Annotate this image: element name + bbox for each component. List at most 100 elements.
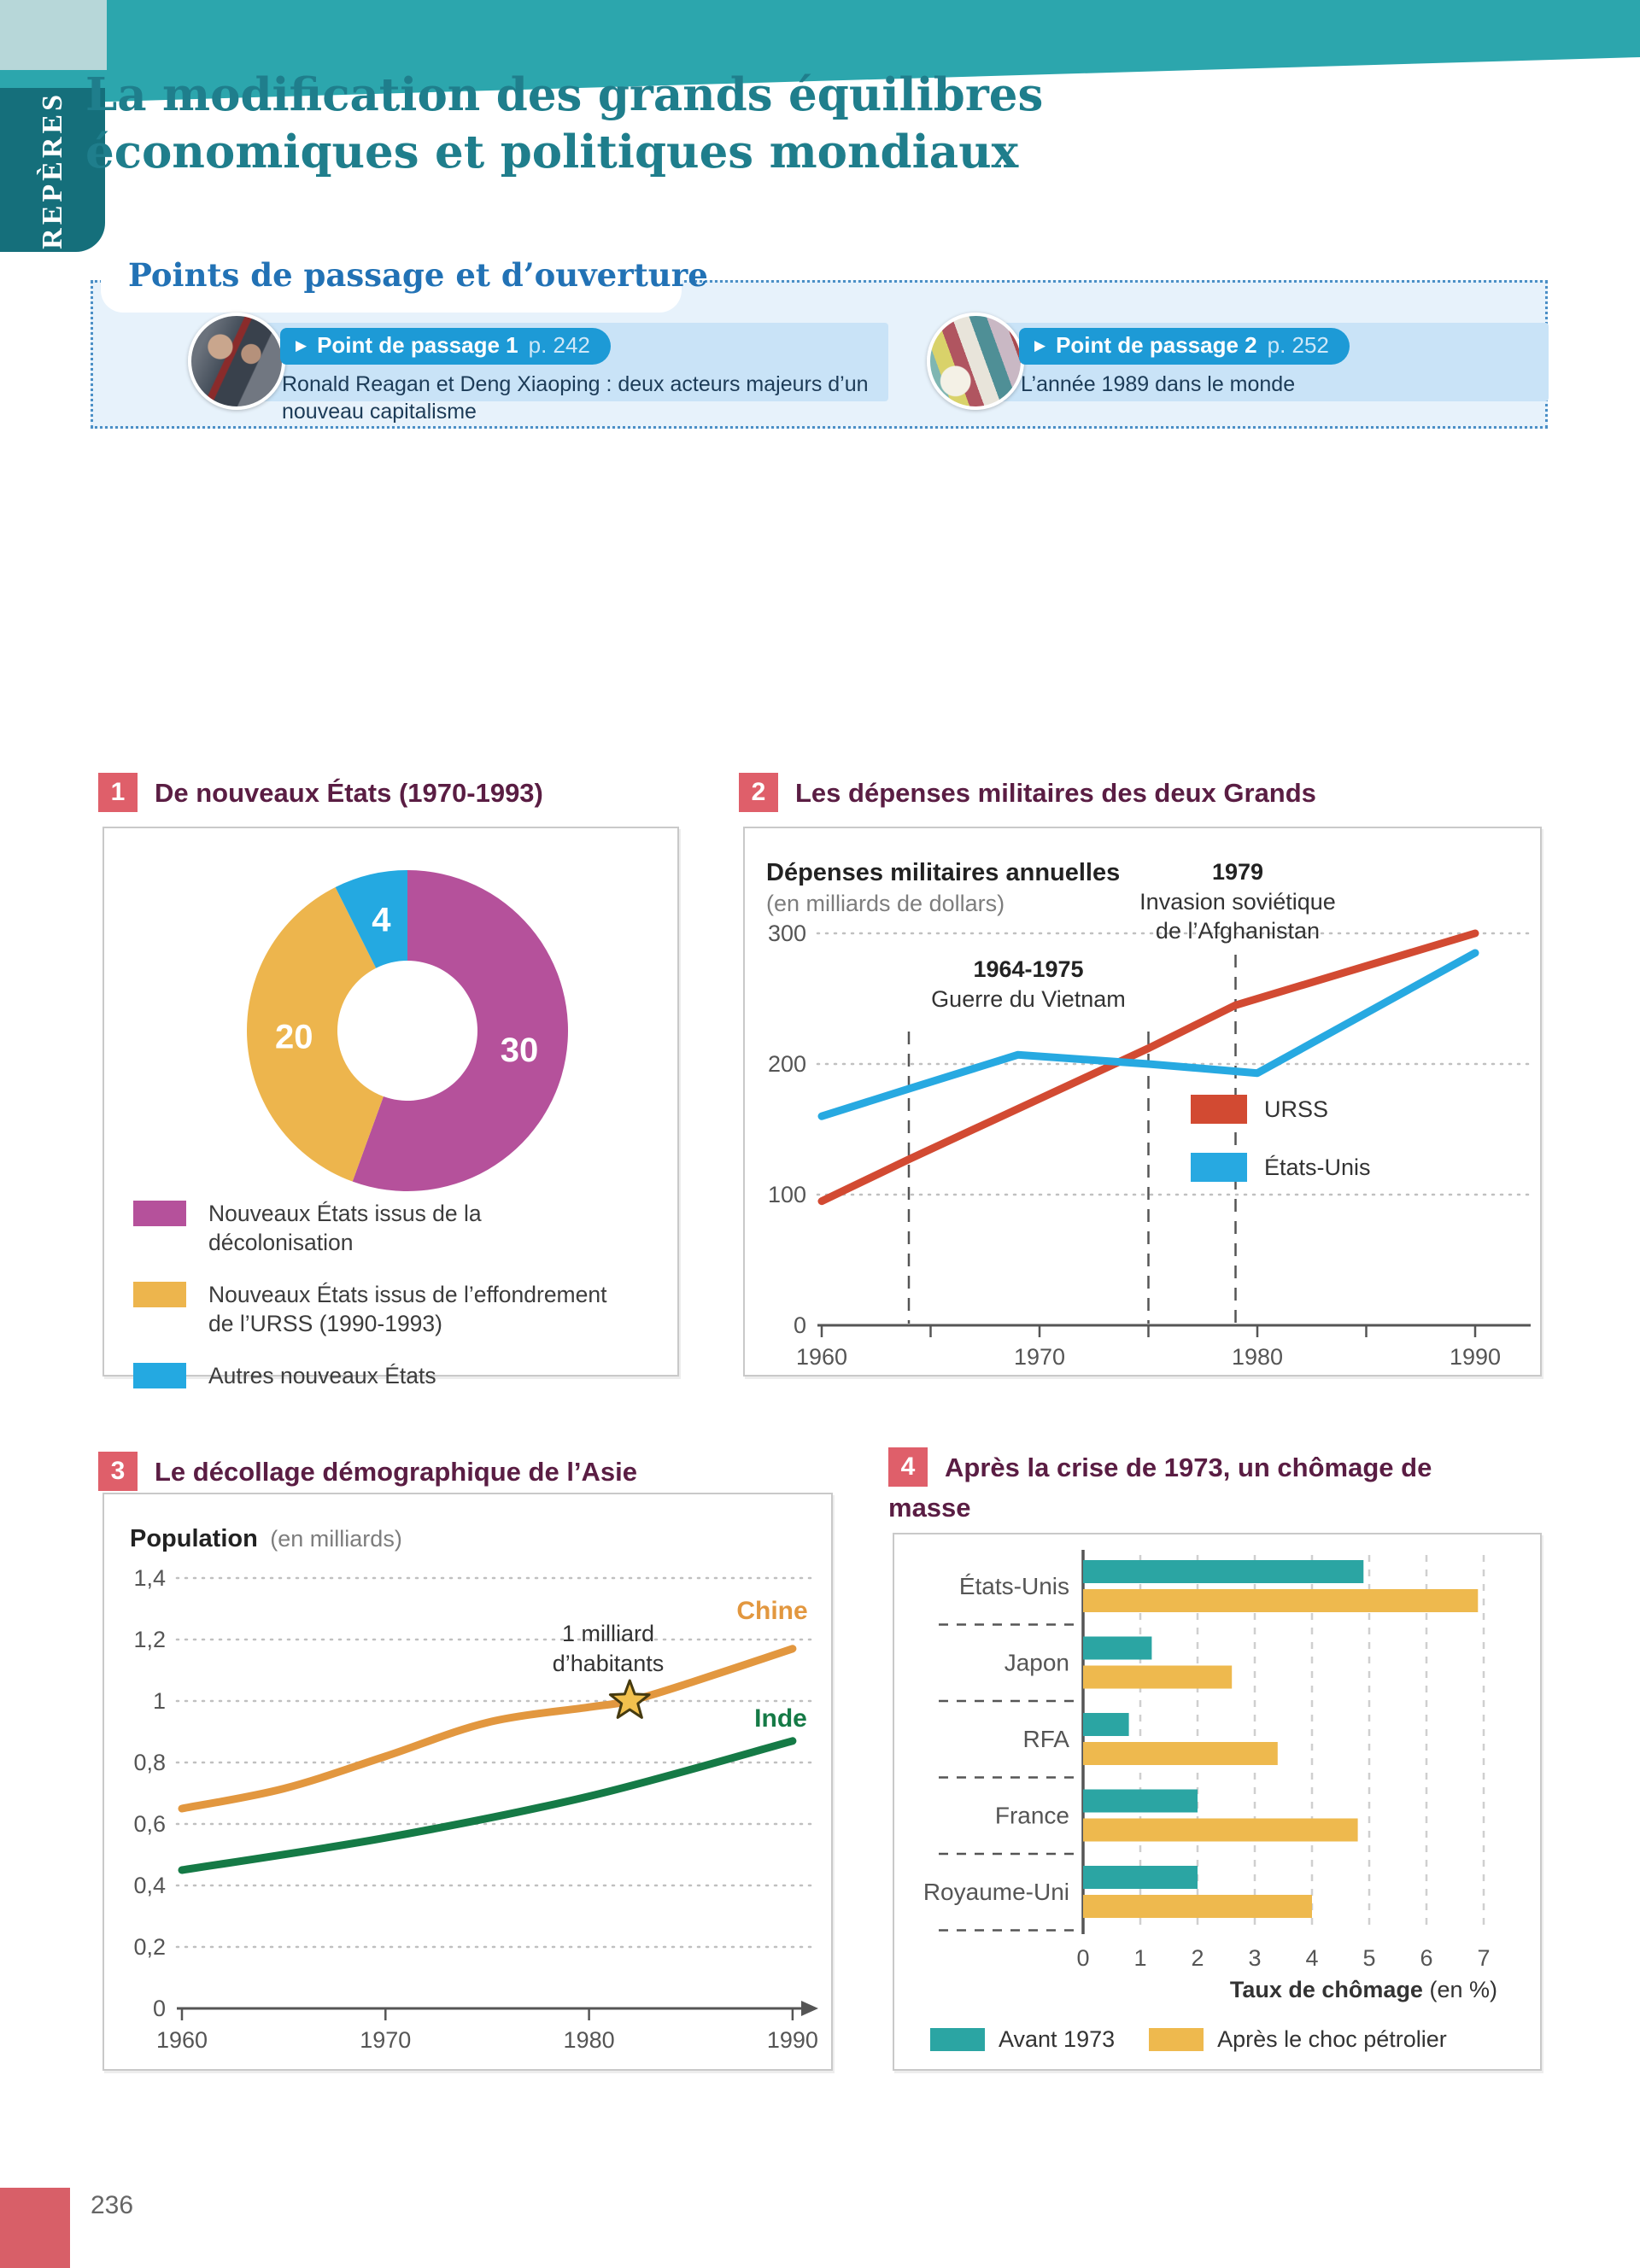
svg-text:1,2: 1,2 [133, 1627, 166, 1652]
card-photo-reagan-deng [188, 313, 285, 410]
population-line-chart: 0 0,2 0,4 0,6 0,8 1 1,2 1,4 1960 1970 1980 1990 [133, 1565, 819, 2053]
svg-text:2: 2 [1191, 1945, 1204, 1971]
bar-apres-RFA [1083, 1742, 1278, 1765]
page-title: La modification des grands équilibres éc… [85, 67, 1043, 182]
bar-avant-Japon [1083, 1636, 1152, 1660]
svg-text:0,6: 0,6 [133, 1811, 166, 1837]
svg-text:1960: 1960 [156, 2027, 208, 2053]
svg-text:1970: 1970 [360, 2027, 411, 2053]
panel-4-title: Après la crise de 1973, un chômage de ma… [888, 1453, 1432, 1523]
bar-apres-Japon [1083, 1665, 1233, 1689]
points-title-plate [101, 249, 682, 313]
panel-1-title: De nouveaux États (1970-1993) [155, 778, 543, 808]
axis-arrow [801, 2001, 818, 2016]
svg-text:20: 20 [275, 1019, 313, 1056]
svg-text:3: 3 [1248, 1945, 1261, 1971]
legend-swatch [133, 1201, 186, 1226]
panel-3-header: 3 Le décollage démographique de l’Asie [98, 1452, 816, 1492]
annotation-vietnam-war: 1964-1975 Guerre du Vietnam [931, 956, 1126, 1012]
annotation-afghanistan: 1979 Invasion soviétique de l’Afghanista… [1139, 859, 1336, 944]
legend-swatch [133, 1362, 186, 1388]
apres-choc-swatch [1149, 2028, 1204, 2051]
bar-avant-France [1083, 1789, 1198, 1813]
svg-text:200: 200 [768, 1051, 806, 1077]
legend-item: Nouveaux États issus de la décolonisatio… [133, 1199, 618, 1258]
play-icon: ▶ [296, 337, 308, 354]
svg-text:6: 6 [1420, 1945, 1432, 1971]
panel-2-number: 2 [739, 773, 778, 812]
chart-4-x-axis-label: Taux de chômage (en %) [1229, 1977, 1497, 2002]
points-section-title: Points de passage et d’ouverture [128, 256, 708, 294]
svg-text:1990: 1990 [1450, 1344, 1501, 1370]
panel-1-number: 1 [98, 773, 138, 812]
series-URSS [817, 929, 1479, 1206]
svg-text:Japon: Japon [1004, 1650, 1069, 1676]
donut-legend: Nouveaux États issus de la décolonisatio… [133, 1199, 618, 1390]
donut-chart: 30 20 4 [247, 870, 569, 1191]
pill-label: Point de passage 2 [1056, 332, 1257, 358]
label-inde: Inde [754, 1704, 807, 1733]
svg-text:4: 4 [372, 902, 391, 939]
chart-2-axis-title: Dépenses militaires annuelles (en millia… [766, 859, 1121, 916]
panel-3-title: Le décollage démographique de l’Asie [155, 1457, 638, 1487]
bar-avant-Royaume-Uni [1083, 1866, 1198, 1889]
svg-text:100: 100 [768, 1182, 806, 1207]
bar-apres-États-Unis [1083, 1589, 1479, 1612]
svg-text:1960: 1960 [796, 1344, 847, 1370]
page-number: 236 [91, 2191, 134, 2219]
label-chine: Chine [736, 1597, 808, 1625]
page-title-line1: La modification des grands équilibres [85, 68, 1044, 121]
panel-3-chart-population: 0 0,2 0,4 0,6 0,8 1 1,2 1,4 1960 1970 1980 1990 Pop… [102, 1493, 833, 2071]
svg-text:Royaume-Uni: Royaume-Uni [923, 1879, 1069, 1905]
svg-text:RFA: RFA [1023, 1726, 1070, 1752]
point-passage-2-button[interactable]: ▶ Point de passage 2 p. 252 [1019, 328, 1350, 365]
bar-apres-Royaume-Uni [1083, 1895, 1312, 1918]
sidebar-tab-reperes: REPÈRES [0, 88, 105, 252]
etats-unis-swatch [1191, 1153, 1247, 1182]
pill-label: Point de passage 1 [317, 332, 518, 358]
star-marker [608, 1679, 651, 1719]
point-card-2-description: L’année 1989 dans le monde [1021, 372, 1296, 396]
point-passage-1-button[interactable]: ▶ Point de passage 1 p. 242 [280, 328, 611, 365]
corner-decoration [0, 0, 107, 70]
bar-apres-France [1083, 1818, 1358, 1842]
bar-avant-RFA [1083, 1713, 1129, 1736]
series-États-Unis [817, 949, 1479, 1120]
legend-item: Autres nouveaux États [133, 1361, 618, 1390]
svg-text:1: 1 [1133, 1945, 1146, 1971]
svg-text:0: 0 [1076, 1945, 1089, 1971]
svg-text:1980: 1980 [564, 2027, 615, 2053]
legend-item-etats-unis: États-Unis [1191, 1153, 1371, 1182]
pill-page-ref: p. 252 [1267, 332, 1329, 358]
legend-item: Nouveaux États issus de l’effondrement d… [133, 1280, 618, 1339]
svg-text:0,2: 0,2 [133, 1934, 166, 1960]
donut-slice [335, 870, 407, 968]
avant-1973-swatch [930, 2028, 985, 2051]
svg-text:300: 300 [768, 921, 806, 946]
chart-2-legend: URSS États-Unis [1191, 1095, 1371, 1182]
svg-text:4: 4 [1305, 1945, 1318, 1971]
svg-text:1990: 1990 [767, 2027, 818, 2053]
panel-4-chart-unemployment: États-Unis Japon RFA France Royaume-Uni 0 1 2 3 4… [893, 1533, 1542, 2071]
svg-text:5: 5 [1362, 1945, 1375, 1971]
chart-4-legend: Avant 1973 Après le choc pétrolier [930, 2026, 1447, 2053]
panel-4-header: 4 Après la crise de 1973, un chômage de … [888, 1447, 1503, 1528]
point-card-1-description: Ronald Reagan et Deng Xiaoping : deux ac… [282, 372, 869, 424]
unemployment-bar-chart: États-Unis Japon RFA France Royaume-Uni 0 1 2 3 4… [923, 1550, 1491, 1971]
series-Chine [178, 1645, 797, 1813]
svg-text:1970: 1970 [1014, 1344, 1065, 1370]
svg-text:1: 1 [153, 1688, 166, 1714]
svg-text:1,4: 1,4 [133, 1565, 166, 1591]
panel-3-number: 3 [98, 1452, 138, 1491]
series-Inde [178, 1737, 797, 1874]
donut-slice [352, 870, 569, 1191]
footer-decoration [0, 2188, 70, 2268]
panel-1-header: 1 De nouveaux États (1970-1993) [98, 773, 662, 813]
panel-2-chart-military: 0 100 200 300 1960 1970 1980 1990 Dépenses mili… [743, 827, 1542, 1377]
annotation-1-milliard: 1 milliard d’habitants [552, 1621, 665, 1676]
page-title-line2: économiques et politiques mondiaux [85, 126, 1019, 179]
panel-4-number: 4 [888, 1447, 928, 1487]
svg-text:1980: 1980 [1232, 1344, 1283, 1370]
sidebar-label: REPÈRES [36, 91, 68, 249]
